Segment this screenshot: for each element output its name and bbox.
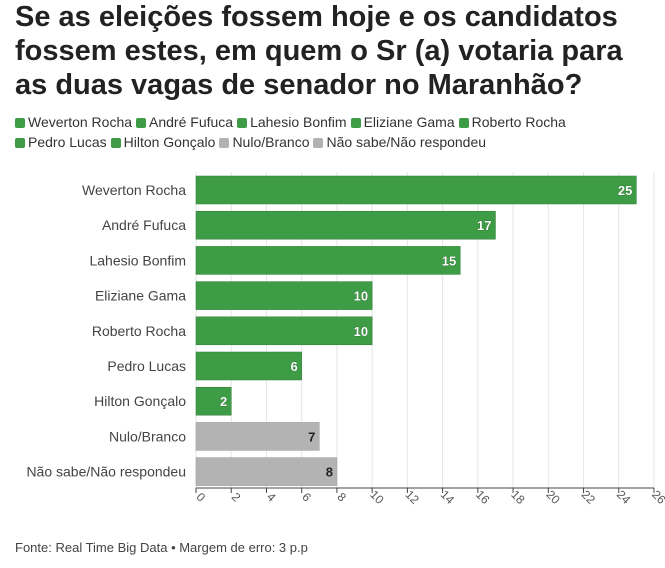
bar bbox=[195, 457, 338, 486]
bar bbox=[195, 422, 320, 451]
legend-swatch bbox=[313, 138, 324, 148]
legend-item: Weverton Rocha bbox=[15, 112, 132, 132]
value-label: 25 bbox=[618, 183, 632, 198]
legend-swatch bbox=[237, 118, 248, 128]
legend-label: Eliziane Gama bbox=[363, 114, 455, 130]
bar bbox=[195, 246, 461, 275]
legend-label: Não sabe/Não respondeu bbox=[326, 134, 487, 150]
legend-item: André Fufuca bbox=[136, 112, 233, 132]
legend-label: André Fufuca bbox=[149, 114, 234, 130]
legend-label: Hilton Gonçalo bbox=[123, 134, 216, 150]
value-label: 6 bbox=[290, 359, 297, 374]
legend-swatch bbox=[350, 118, 361, 128]
value-label: 10 bbox=[354, 324, 368, 339]
category-label: Nulo/Branco bbox=[109, 428, 186, 444]
legend-item: Eliziane Gama bbox=[350, 112, 455, 132]
value-label: 7 bbox=[308, 429, 315, 444]
bar bbox=[195, 386, 232, 416]
legend-label: Weverton Rocha bbox=[28, 114, 133, 130]
legend-swatch bbox=[15, 118, 25, 128]
category-label: Weverton Rocha bbox=[82, 182, 186, 198]
legend-swatch bbox=[458, 118, 469, 128]
value-label: 2 bbox=[220, 394, 227, 409]
legend-item: Não sabe/Não respondeu bbox=[313, 132, 486, 152]
legend-swatch bbox=[219, 138, 230, 148]
x-tick-label: 10 bbox=[367, 487, 387, 507]
legend-swatch bbox=[136, 118, 147, 128]
x-tick-label: 26 bbox=[649, 487, 665, 507]
category-label: Eliziane Gama bbox=[95, 288, 186, 304]
x-tick-label: 16 bbox=[473, 487, 493, 507]
bar bbox=[195, 281, 373, 310]
category-label: André Fufuca bbox=[102, 217, 186, 233]
source-note: Fonte: Real Time Big Data • Margem de er… bbox=[15, 540, 308, 555]
x-tick-label: 24 bbox=[614, 487, 634, 507]
bar bbox=[195, 210, 496, 240]
category-label: Lahesio Bonfim bbox=[89, 252, 186, 268]
legend: Weverton Rocha André Fufuca Lahesio Bonfim… bbox=[15, 112, 660, 152]
legend-label: Pedro Lucas bbox=[28, 134, 107, 150]
bar bbox=[195, 175, 637, 205]
legend-item: Hilton Gonçalo bbox=[110, 132, 216, 152]
category-label: Não sabe/Não respondeu bbox=[26, 464, 186, 480]
value-label: 17 bbox=[477, 218, 491, 233]
bar bbox=[195, 351, 302, 381]
legend-label: Roberto Rocha bbox=[471, 114, 566, 130]
legend-swatch bbox=[110, 138, 121, 148]
legend-swatch bbox=[15, 138, 25, 148]
category-label: Roberto Rocha bbox=[92, 323, 186, 339]
legend-label: Nulo/Branco bbox=[232, 134, 310, 150]
chart-title: Se as eleições fossem hoje e os candidat… bbox=[15, 1, 623, 101]
value-label: 10 bbox=[354, 289, 368, 304]
legend-item: Pedro Lucas bbox=[15, 132, 107, 152]
legend-item: Lahesio Bonfim bbox=[237, 112, 347, 132]
category-label: Hilton Gonçalo bbox=[94, 393, 186, 409]
legend-item: Roberto Rocha bbox=[458, 112, 566, 132]
x-tick-label: 20 bbox=[543, 487, 563, 507]
legend-label: Lahesio Bonfim bbox=[250, 114, 347, 130]
legend-item: Nulo/Branco bbox=[219, 132, 309, 152]
value-label: 15 bbox=[442, 253, 456, 268]
category-label: Pedro Lucas bbox=[107, 358, 186, 374]
bar bbox=[195, 316, 373, 346]
x-tick-label: 14 bbox=[438, 487, 458, 507]
x-tick-label: 18 bbox=[508, 487, 528, 507]
value-label: 8 bbox=[326, 465, 333, 480]
x-tick-label: 12 bbox=[403, 487, 423, 507]
x-tick-label: 22 bbox=[579, 487, 599, 507]
